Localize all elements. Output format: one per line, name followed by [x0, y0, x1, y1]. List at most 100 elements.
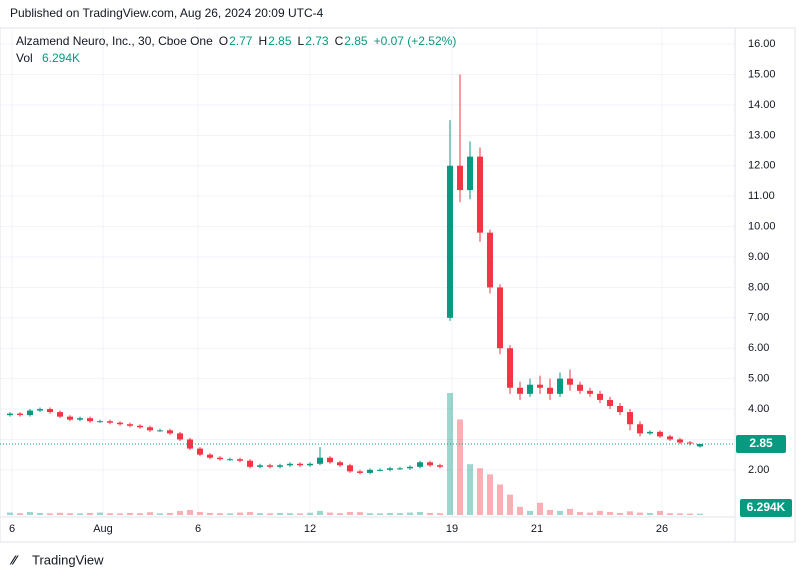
- last-volume-box: [740, 499, 792, 517]
- candle-body: [47, 409, 53, 413]
- candle-body: [227, 459, 233, 461]
- candle-body: [617, 406, 623, 413]
- candle-body: [107, 421, 113, 423]
- x-tick-label: 12: [304, 523, 316, 535]
- candle-body: [667, 436, 673, 440]
- x-tick-label: Aug: [93, 523, 113, 535]
- change: +0.07 (+2.52%): [374, 34, 457, 48]
- y-tick-label: 9.00: [748, 251, 769, 263]
- candle-body: [697, 444, 703, 447]
- candle-body: [267, 465, 273, 467]
- volume-bar: [467, 464, 473, 515]
- candle-body: [117, 422, 123, 425]
- y-tick-label: 5.00: [748, 373, 769, 385]
- candle-body: [207, 454, 213, 458]
- volume-bar: [277, 512, 283, 515]
- volume-bar: [567, 508, 573, 515]
- candle-body: [147, 427, 153, 431]
- x-tick-label: 26: [656, 523, 668, 535]
- candle-body: [627, 412, 633, 425]
- volume-bar: [167, 512, 173, 515]
- y-tick-label: 16.00: [748, 38, 776, 50]
- volume-bar: [57, 512, 63, 515]
- volume-bar: [327, 512, 333, 515]
- volume-bar: [637, 512, 643, 515]
- candle-body: [417, 462, 423, 467]
- candle-body: [87, 418, 93, 422]
- x-tick-label: 21: [531, 523, 543, 535]
- volume-bar: [177, 510, 183, 515]
- last-price-label: 2.85: [749, 436, 773, 450]
- volume-bar: [127, 512, 133, 515]
- volume-bar: [617, 512, 623, 515]
- volume-bar: [397, 513, 403, 515]
- volume-bar: [367, 513, 373, 515]
- candle-body: [687, 442, 693, 444]
- volume-bar: [447, 393, 453, 515]
- volume-bar: [267, 513, 273, 515]
- candle-body: [547, 387, 553, 394]
- volume-bar: [547, 509, 553, 515]
- volume-bar: [197, 511, 203, 515]
- candle-body: [587, 390, 593, 394]
- y-tick-label: 15.00: [748, 68, 776, 80]
- volume-bar: [507, 494, 513, 515]
- volume-bar: [537, 502, 543, 515]
- y-tick-label: 13.00: [748, 129, 776, 141]
- candle-body: [297, 463, 303, 466]
- volume-bar: [487, 474, 493, 515]
- candle-body: [37, 409, 43, 411]
- volume-bar: [387, 512, 393, 515]
- candle-body: [137, 425, 143, 428]
- ohlc-value: 2.85: [268, 34, 292, 48]
- y-tick-label: 4.00: [748, 403, 769, 415]
- volume-bar: [307, 512, 313, 515]
- candle-body: [467, 156, 473, 191]
- candle-body: [487, 232, 493, 288]
- volume-bar: [437, 513, 443, 515]
- candle-body: [427, 462, 433, 466]
- candle-body: [647, 431, 653, 434]
- x-tick-label: 19: [446, 523, 458, 535]
- ohlc-value: 2.85: [344, 34, 368, 48]
- ohlc-value: 2.77: [229, 34, 253, 48]
- volume-bar: [27, 511, 33, 515]
- candle-body: [597, 393, 603, 400]
- volume-bar: [627, 511, 633, 515]
- volume-bar: [217, 513, 223, 515]
- volume-bar: [377, 513, 383, 515]
- candle-body: [657, 431, 663, 437]
- volume-bar: [647, 512, 653, 515]
- y-tick-label: 14.00: [748, 99, 776, 111]
- candle-body: [277, 465, 283, 467]
- volume-bar: [117, 513, 123, 515]
- candle-body: [7, 413, 13, 416]
- candle-body: [387, 468, 393, 470]
- candle-body: [97, 421, 103, 423]
- volume-bar: [577, 511, 583, 515]
- candle-body: [407, 466, 413, 469]
- y-tick-label: 12.00: [748, 160, 776, 172]
- candle-body: [377, 469, 383, 471]
- candle-body: [247, 460, 253, 467]
- candle-body: [607, 399, 613, 407]
- candle-body: [177, 433, 183, 440]
- volume-bar: [227, 513, 233, 515]
- volume-bar: [37, 512, 43, 515]
- last-price-box: [736, 435, 786, 454]
- candle-body: [477, 156, 483, 233]
- candle-body: [357, 471, 363, 473]
- chart-frame: [0, 27, 796, 543]
- volume-bar: [347, 511, 353, 515]
- volume-bar: [157, 513, 163, 515]
- candle-body: [327, 457, 333, 463]
- candle-body: [167, 430, 173, 434]
- y-tick-label: 7.00: [748, 312, 769, 324]
- ohlc-key: H: [258, 34, 267, 48]
- volume-bar: [607, 511, 613, 515]
- candle-body: [27, 410, 33, 416]
- volume-bar: [697, 513, 703, 515]
- candle-body: [557, 378, 563, 394]
- volume-bar: [557, 510, 563, 515]
- volume-bar: [247, 511, 253, 515]
